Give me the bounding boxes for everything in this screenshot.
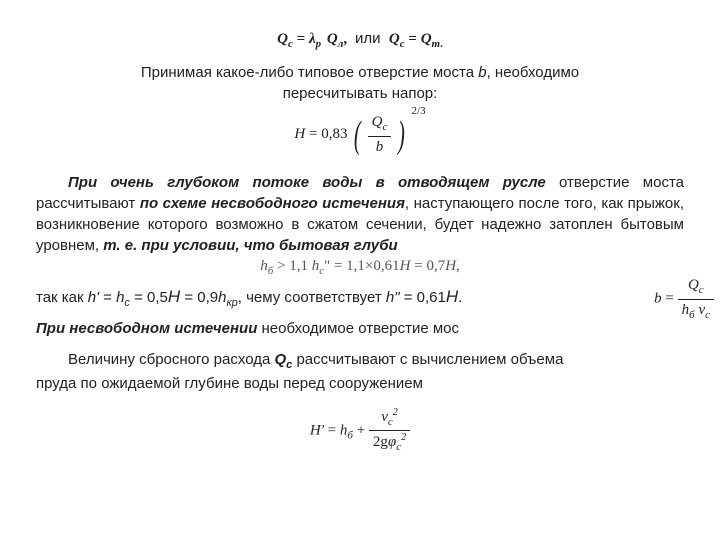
intro-text: Принимая какое-либо типовое отверстие мо…: [36, 62, 684, 104]
since-line: так как h' = hc = 0,5H = 0,9hкр, чему со…: [36, 285, 684, 311]
equation-b-opening: b = Qc hб vc: [648, 275, 714, 323]
equation-hb: hб > 1,1 hc" = 1,1×0,61H = 0,7H,: [36, 256, 684, 279]
unfree-line: При несвободном истечении необходимое от…: [36, 318, 684, 339]
equation-qc: Qc = λp Qл, или Qc = Qт.: [36, 28, 684, 52]
equation-head: H = 0,83 ( Qc b ) 2/3: [36, 112, 684, 157]
equation-hprime: H' = hб + vc2 2gφc2: [36, 406, 684, 456]
main-paragraph: При очень глубоком потоке воды в отводящ…: [36, 172, 684, 256]
sym-Qc: Q: [277, 31, 288, 47]
calc-paragraph: Величину сбросного расхода Qc рассчитыва…: [36, 349, 684, 394]
